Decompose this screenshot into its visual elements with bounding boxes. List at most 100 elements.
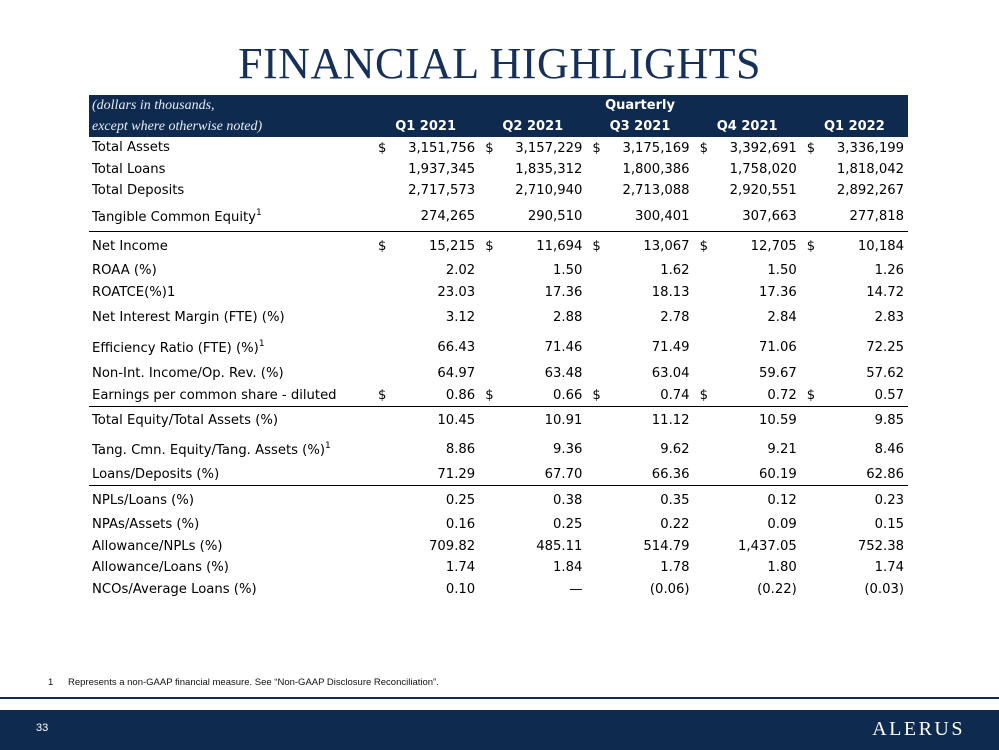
table-cell: 2,713,088 [586, 180, 693, 202]
table-cell: $0.57 [801, 385, 908, 407]
table-cell: 0.23 [800, 485, 908, 514]
table-cell: 9.62 [586, 434, 693, 464]
cell-value: 2.78 [660, 310, 690, 326]
cell-value: 0.25 [553, 517, 583, 533]
row-label: Allowance/Loans (%) [89, 557, 372, 579]
cell-value: 3,175,169 [622, 140, 690, 156]
cell-value: 274,265 [420, 209, 476, 225]
page-title: FINANCIAL HIGHLIGHTS [238, 39, 761, 88]
cell-value: 8.86 [445, 441, 476, 457]
table-cell: 1.74 [801, 557, 908, 579]
row-label-text: Net Interest Margin (FTE) (%) [92, 310, 285, 326]
table-cell: $11,694 [479, 231, 587, 260]
row-label-text: Net Income [92, 238, 168, 254]
row-label-text: Total Equity/Total Assets (%) [92, 412, 279, 428]
cell-value: 0.12 [767, 492, 797, 508]
cell-value: 290,510 [527, 209, 583, 225]
table-cell: 17.36 [479, 281, 586, 303]
currency-symbol: $ [378, 387, 387, 403]
cell-value: (0.06) [649, 581, 690, 597]
cell-value: 1.84 [553, 560, 583, 576]
table-cell: 300,401 [586, 202, 693, 232]
row-label: Total Deposits [89, 180, 372, 202]
cell-value: 11.12 [651, 412, 690, 428]
table-cell: (0.06) [586, 579, 693, 601]
cell-value: 71.46 [544, 340, 583, 356]
table-cell: 1.62 [586, 260, 693, 282]
table-cell: 2,892,267 [801, 180, 908, 202]
footer-divider [0, 697, 999, 699]
cell-value: 1,800,386 [622, 161, 690, 177]
table-cell: 290,510 [479, 202, 586, 232]
cell-value: 66.43 [437, 340, 476, 356]
cell-value: 2.02 [445, 263, 476, 279]
cell-value: 1.80 [767, 560, 797, 576]
cell-value: 63.04 [651, 366, 690, 382]
row-label-text: Allowance/NPLs (%) [92, 538, 223, 554]
table-row: Allowance/Loans (%) 1.74 1.84 1.78 1.80 1.74 [89, 557, 908, 579]
currency-symbol: $ [806, 140, 816, 156]
cell-value: 0.22 [660, 517, 690, 533]
table-cell: 64.97 [372, 363, 479, 385]
cell-value: 0.38 [553, 492, 583, 508]
table-cell: $10,184 [800, 231, 908, 260]
row-label-text: Efficiency Ratio (FTE) (%) [92, 341, 259, 357]
cell-value: 10.45 [437, 412, 476, 428]
table-cell: 0.10 [372, 579, 479, 601]
table-cell: 2.88 [479, 303, 586, 333]
table-row: Tangible Common Equity1 274,265 290,510 300… [89, 202, 908, 232]
table-cell: 274,265 [372, 202, 479, 232]
row-label-text: Earnings per common share - diluted [92, 387, 337, 403]
table-cell: $15,215 [372, 231, 480, 260]
table-cell: 0.35 [586, 485, 694, 514]
column-header: Q3 2021 [586, 116, 694, 138]
table-row: Allowance/NPLs (%) 709.82 485.11 514.79 1,43… [89, 535, 908, 557]
cell-value: 3,151,756 [408, 140, 476, 156]
table-cell: 71.46 [479, 333, 586, 363]
table-cell: 8.46 [801, 434, 908, 464]
currency-symbol: $ [592, 238, 601, 254]
row-label: Allowance/NPLs (%) [89, 535, 372, 557]
row-label: Non-Int. Income/Op. Rev. (%) [89, 363, 372, 385]
table-cell: 2,717,573 [372, 180, 479, 202]
header-row-group: (dollars in thousands, Quarterly [89, 95, 908, 116]
cell-value: 1.78 [660, 560, 690, 576]
cell-value: 1.26 [874, 263, 904, 279]
table-cell: 709.82 [372, 535, 479, 557]
table-cell: 9.36 [479, 434, 586, 464]
table-cell: 62.86 [801, 464, 908, 486]
table-row: Loans/Deposits (%) 71.29 67.70 66.36 60.19 62… [89, 464, 908, 486]
cell-value: 2,892,267 [836, 183, 904, 199]
table-cell: 752.38 [801, 535, 908, 557]
cell-value: 9.85 [874, 412, 904, 428]
cell-value: 10,184 [857, 238, 904, 254]
table-cell: 2.78 [586, 303, 693, 333]
alerus-logo: ALERUS [872, 718, 965, 740]
table-cell: 1.78 [586, 557, 693, 579]
table-row: Net Interest Margin (FTE) (%) 3.12 2.88 2.7… [89, 303, 908, 333]
cell-value: 3.12 [445, 310, 476, 326]
table-row: Total Loans 1,937,345 1,835,312 1,800,386 1,… [89, 159, 908, 181]
row-label-text: NPAs/Assets (%) [92, 517, 200, 533]
row-label-text: ROAA (%) [92, 263, 157, 279]
currency-symbol: $ [806, 387, 816, 403]
row-label: NCOs/Average Loans (%) [89, 579, 372, 601]
footnote: 1 Represents a non-GAAP financial measure… [48, 677, 439, 688]
cell-value: 62.86 [866, 467, 904, 483]
table-row: Net Income $15,215 $11,694 $13,067 $12,705 $1… [89, 231, 908, 260]
column-header: Q2 2021 [479, 116, 587, 138]
cell-value: 71.49 [651, 340, 690, 356]
row-label: NPAs/Assets (%) [89, 514, 372, 536]
table-cell: 57.62 [801, 363, 908, 385]
cell-value: 1.62 [660, 263, 690, 279]
cell-value: 11,694 [536, 238, 583, 254]
table-cell: $3,336,199 [801, 137, 908, 159]
cell-value: 10.59 [758, 412, 797, 428]
cell-value: 0.16 [445, 517, 476, 533]
footnote-marker: 1 [258, 339, 265, 350]
cell-value: 9.21 [767, 441, 797, 457]
cell-value: 66.36 [651, 467, 690, 483]
row-label: ROATCE(%)1 [89, 281, 372, 303]
cell-value: 485.11 [536, 538, 583, 554]
cell-value: 0.66 [553, 387, 583, 403]
